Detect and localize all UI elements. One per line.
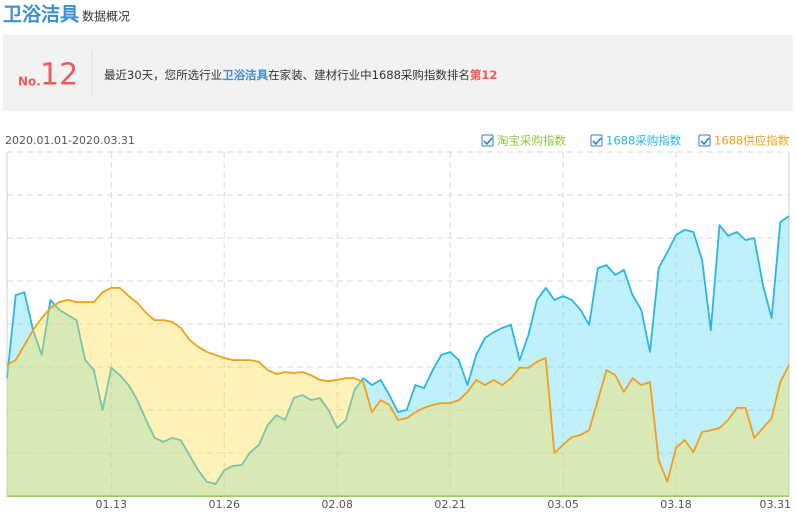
legend-checkbox[interactable] (590, 134, 603, 147)
x-tick-label: 02.08 (321, 498, 353, 511)
area-fill (7, 216, 789, 496)
x-tick-label: 02.21 (434, 498, 466, 511)
x-tick-label: 01.13 (96, 498, 128, 511)
page-title: 卫浴洁具 (3, 3, 79, 26)
checkmark (483, 137, 493, 146)
rank-text: 最近30天，您所选行业卫浴洁具在家装、建材行业中1688采购指数排名第12 (104, 68, 497, 82)
checkmark (592, 137, 602, 146)
date-range: 2020.01.01-2020.03.31 (5, 134, 135, 147)
legend-checkbox[interactable] (481, 134, 494, 147)
rank-number: 12 (40, 58, 78, 93)
legend-label: 1688供应指数 (714, 134, 790, 148)
rank-prefix: No. (18, 75, 41, 89)
legend-checkbox[interactable] (698, 134, 711, 147)
text: 在家装、建材行业中1688采购指数排名 (268, 68, 470, 82)
legend-label: 1688采购指数 (606, 134, 682, 148)
legend-item[interactable]: 1688供应指数 (698, 134, 790, 148)
series-line (6, 215, 790, 485)
page-subtitle: 数据概况 (82, 9, 130, 24)
series-line (6, 286, 790, 483)
industry: 卫浴洁具 (222, 68, 268, 82)
x-tick-label: 03.31 (760, 498, 792, 511)
rank-highlight: 第12 (470, 68, 498, 82)
x-tick-label: 03.05 (547, 498, 579, 511)
x-tick-label: 03.18 (660, 498, 692, 511)
legend-item[interactable]: 1688采购指数 (590, 134, 682, 148)
x-tick-label: 01.26 (208, 498, 240, 511)
legend-label: 淘宝采购指数 (497, 134, 566, 148)
area-fill (7, 287, 789, 496)
checkmark (700, 137, 710, 146)
text: 最近30天，您所选行业 (104, 68, 222, 82)
rank-banner (3, 35, 793, 111)
legend-item[interactable]: 淘宝采购指数 (481, 134, 566, 148)
